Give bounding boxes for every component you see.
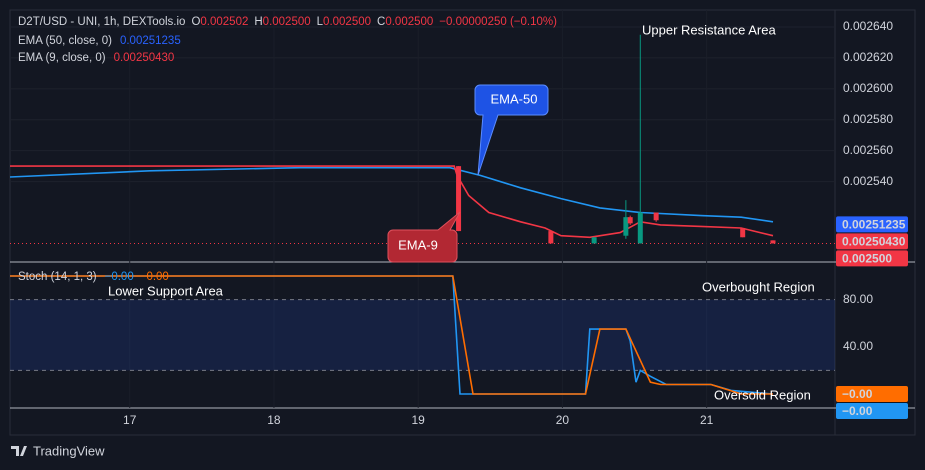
price-tag-label: 0.002500 [842, 252, 892, 266]
legend-item: 0.002502 [200, 16, 248, 28]
ema50-callout [474, 84, 549, 176]
brand-name: TradingView [33, 443, 105, 458]
candle-body [627, 217, 633, 224]
ema9-callout [387, 211, 461, 263]
legend-item: D2T/USD - UNI, 1h, DEXTools.io [18, 16, 185, 28]
legend-item: EMA (9, close, 0) [18, 52, 106, 64]
legend-item: EMA (50, close, 0) [18, 35, 112, 47]
legend-item: −0.00 [140, 271, 169, 283]
legend-item: 0.002500 [385, 16, 433, 28]
legend-item: 0.002500 [323, 16, 371, 28]
support-label: Lower Support Area [108, 283, 224, 298]
legend-item: H [254, 16, 262, 28]
resistance-label: Upper Resistance Area [642, 22, 776, 37]
y-tick-label: 0.002540 [843, 174, 893, 188]
candle-body [740, 227, 746, 238]
band-fill [10, 299, 835, 371]
price-tag [836, 385, 908, 402]
legend-item: L [317, 16, 324, 28]
price-tag-label: 0.00250430 [842, 235, 906, 249]
legend-item: 0.00250430 [114, 52, 175, 64]
footer: TradingView [11, 443, 105, 458]
y-tick-label: 0.002600 [843, 81, 893, 95]
series-line [10, 275, 773, 395]
x-tick-label: 17 [123, 413, 137, 427]
legend-item: −0.00000250 (−0.10%) [439, 16, 557, 28]
candle-body [623, 217, 629, 236]
oversold-label: Oversold Region [714, 387, 811, 402]
legend-row: D2T/USD - UNI, 1h, DEXTools.io O0.002502 H… [18, 16, 557, 28]
y-tick-label: 0.002620 [843, 50, 893, 64]
price-tag-label: −0.00 [842, 387, 873, 401]
x-tick-label: 19 [411, 413, 425, 427]
candle-body [770, 240, 776, 244]
x-tick-label: 21 [700, 413, 714, 427]
y-tick-label: 0.002560 [843, 143, 893, 157]
price-tag-label: 0.00251235 [842, 218, 906, 232]
candle-body [591, 237, 597, 244]
marks [9, 34, 776, 395]
chart-frame [9, 9, 916, 436]
x-tick-label: 18 [267, 413, 281, 427]
legend-row: Stoch (14, 1, 3) −0.00 −0.00 [18, 271, 169, 283]
price-tag [836, 216, 908, 233]
price-tag [836, 233, 908, 250]
legend-item: 0.00251235 [120, 35, 181, 47]
y-tick-label: 80.00 [843, 292, 873, 306]
candle-body [637, 212, 643, 244]
header: D2T/USD - UNI, 1h, DEXTools.io O0.002502 H… [18, 16, 557, 283]
overbought-label: Overbought Region [702, 279, 815, 294]
legend-item: Stoch (14, 1, 3) [18, 271, 97, 283]
candle-body [456, 166, 462, 232]
legend-row: EMA (50, close, 0) 0.00251235 [18, 35, 181, 47]
candle-body [548, 231, 554, 244]
axes: 0.002540 0.002560 0.002580 0.002600 0.002620… [123, 19, 908, 427]
legend-item: O [191, 16, 200, 28]
ema50-label: EMA-50 [491, 91, 538, 106]
legend-item: −0.00 [105, 271, 134, 283]
brand-logo [11, 446, 27, 456]
legend-row: EMA (9, close, 0) 0.00250430 [18, 52, 174, 64]
grid [10, 10, 835, 408]
annotations: EMA-50 EMA-9 Upper Resistance Area Lower… [108, 22, 815, 402]
ema9-label: EMA-9 [398, 237, 438, 252]
price-tag [836, 402, 908, 419]
price-tag-label: −0.00 [842, 404, 873, 418]
y-tick-label: 0.002580 [843, 112, 893, 126]
legend-item: 0.002500 [263, 16, 311, 28]
price-tag [836, 250, 908, 267]
y-tick-label: 0.002640 [843, 19, 893, 33]
series-line [9, 166, 774, 223]
legend-item: C [377, 16, 385, 28]
y-tick-label: 40.00 [843, 339, 873, 353]
candle-body [653, 212, 659, 221]
x-tick-label: 20 [556, 413, 570, 427]
